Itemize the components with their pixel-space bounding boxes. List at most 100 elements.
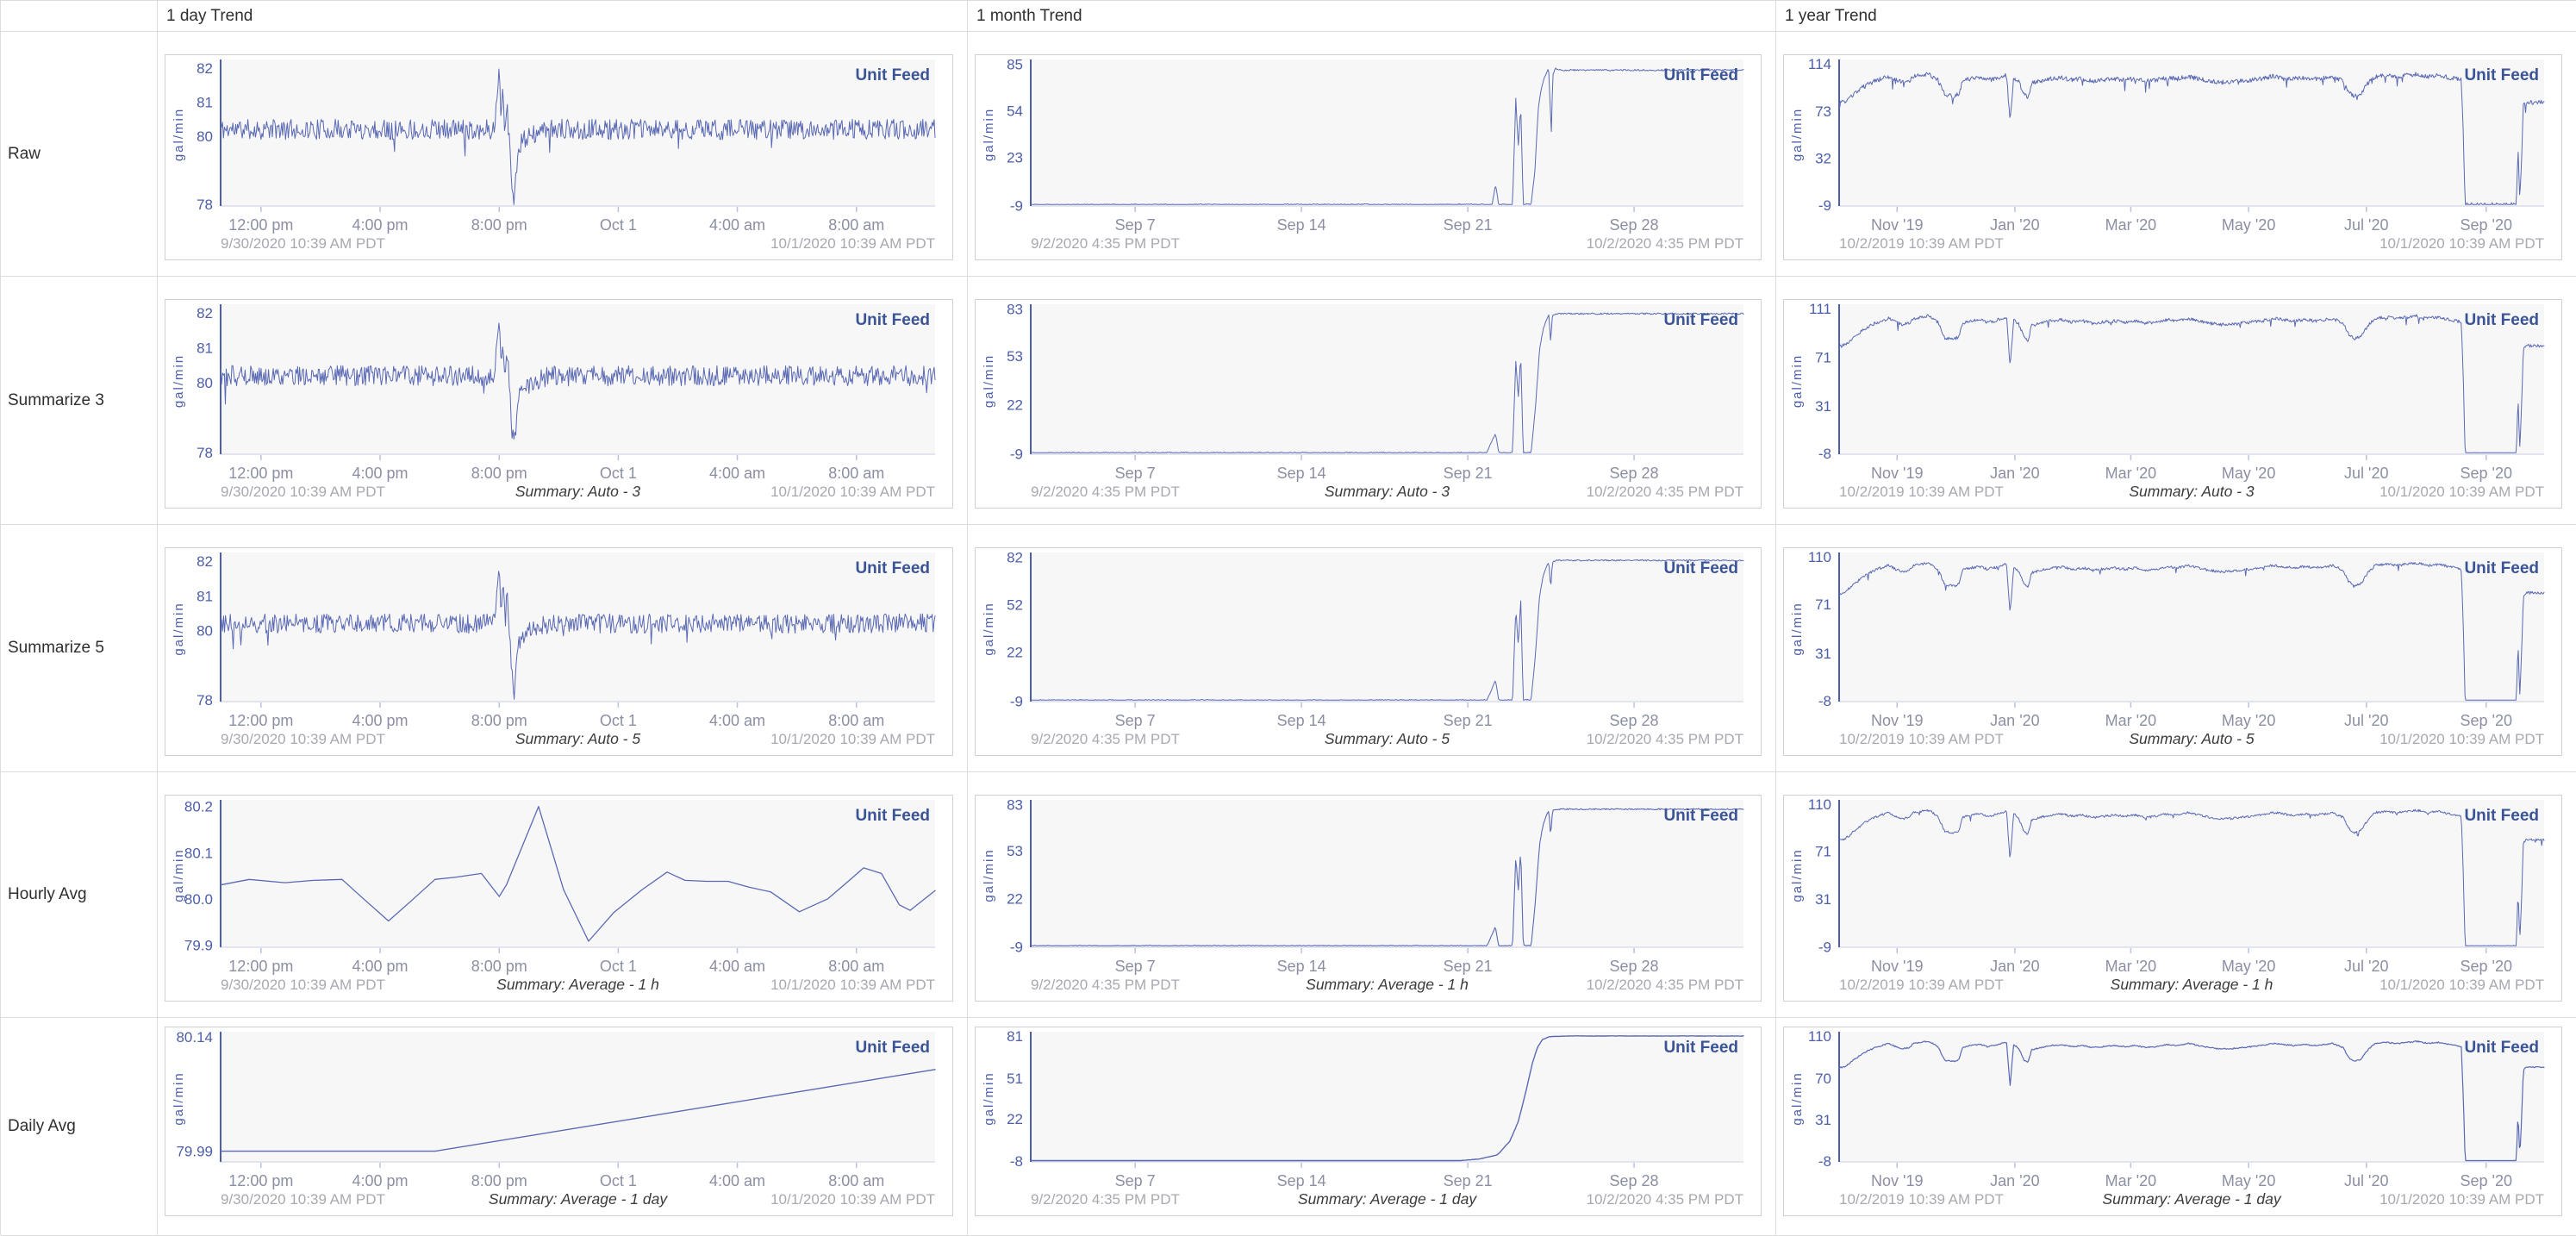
x-tick-label: Oct 1	[600, 712, 637, 729]
trend-cell-raw-1-day-trend: 12:00 pm 4:00 pm 8:00 pm Oct 1 4:00 am 8:00 a…	[158, 32, 968, 277]
y-tick-label: 31	[1815, 646, 1831, 662]
trend-chart-card-summarize-3-1-year-trend[interactable]: Nov '19 Jan '20 Mar '20 May '20 Jul '20 Sep '…	[1783, 299, 2562, 509]
y-tick-label: -8	[1818, 1153, 1831, 1170]
footer-summary: Summary: Average - 1 day	[2102, 1190, 2281, 1208]
x-tick-label: 4:00 am	[709, 216, 765, 234]
x-tick-label: Sep 14	[1277, 1172, 1326, 1189]
trend-chart-card-daily-avg-1-day-trend[interactable]: 12:00 pm 4:00 pm 8:00 pm Oct 1 4:00 am 8:00 a…	[165, 1027, 953, 1216]
y-tick-label: 71	[1815, 596, 1831, 613]
trend-cell-summarize-3-1-day-trend: 12:00 pm 4:00 pm 8:00 pm Oct 1 4:00 am 8:00 a…	[158, 277, 968, 525]
plot-background	[221, 800, 935, 947]
trend-chart-card-hourly-avg-1-month-trend[interactable]: Sep 7 Sep 14 Sep 21 Sep 28 83 53 22 -9 gal/min Un…	[975, 795, 1762, 1002]
trend-cell-summarize-5-1-month-trend: Sep 7 Sep 14 Sep 21 Sep 28 82 52 22 -9 gal/min Un…	[968, 525, 1776, 772]
row-label-summarize-5: Summarize 5	[1, 525, 158, 772]
trend-plot: Nov '19 Jan '20 Mar '20 May '20 Jul '20 Sep '…	[1790, 56, 2545, 252]
footer-end-time: 10/1/2020 10:39 AM PDT	[2380, 235, 2544, 252]
y-tick-label: -9	[1010, 197, 1023, 214]
x-tick-label: Oct 1	[600, 1172, 637, 1189]
y-tick-label: 31	[1815, 1112, 1831, 1128]
trend-chart-card-summarize-3-1-month-trend[interactable]: Sep 7 Sep 14 Sep 21 Sep 28 83 53 22 -9 gal/min Un…	[975, 299, 1762, 509]
x-tick-label: Sep 21	[1444, 712, 1493, 729]
y-tick-label: -9	[1010, 693, 1023, 709]
footer-end-time: 10/1/2020 10:39 AM PDT	[2380, 977, 2544, 993]
footer-start-time: 9/2/2020 4:35 PM PDT	[1031, 484, 1180, 500]
footer-end-time: 10/2/2020 4:35 PM PDT	[1587, 484, 1743, 500]
x-tick-label: Nov '19	[1871, 1172, 1923, 1189]
y-tick-label: 82	[196, 60, 213, 77]
trend-plot: 12:00 pm 4:00 pm 8:00 pm Oct 1 4:00 am 8:00 a…	[172, 1029, 936, 1208]
x-tick-label: Mar '20	[2105, 958, 2156, 975]
trend-cell-raw-1-year-trend: Nov '19 Jan '20 Mar '20 May '20 Jul '20 Sep '…	[1776, 32, 2576, 277]
x-tick-label: May '20	[2222, 1172, 2275, 1189]
footer-summary: Summary: Auto - 5	[515, 730, 640, 747]
x-tick-label: 8:00 pm	[471, 1172, 527, 1189]
footer-start-time: 9/30/2020 10:39 AM PDT	[221, 235, 385, 252]
x-tick-label: Sep 21	[1444, 465, 1493, 482]
trend-line	[1030, 1035, 1744, 1162]
plot-background	[221, 304, 935, 454]
y-axis-unit-label: gal/min	[982, 354, 996, 408]
trend-chart-card-summarize-5-1-month-trend[interactable]: Sep 7 Sep 14 Sep 21 Sep 28 82 52 22 -9 gal/min Un…	[975, 547, 1762, 756]
footer-end-time: 10/2/2020 4:35 PM PDT	[1587, 1191, 1743, 1208]
series-legend: Unit Feed	[2464, 1039, 2539, 1057]
footer-start-time: 9/30/2020 10:39 AM PDT	[221, 1191, 385, 1208]
x-tick-label: May '20	[2222, 712, 2275, 729]
x-tick-label: Sep 7	[1115, 958, 1156, 975]
y-axis-unit-label: gal/min	[172, 848, 186, 902]
trend-chart-card-daily-avg-1-month-trend[interactable]: Sep 7 Sep 14 Sep 21 Sep 28 81 51 22 -8 gal/min Un…	[975, 1027, 1762, 1216]
x-tick-label: Oct 1	[600, 958, 637, 975]
footer-summary: Summary: Auto - 3	[1325, 483, 1450, 500]
x-tick-label: Oct 1	[600, 216, 637, 234]
trend-chart-card-hourly-avg-1-year-trend[interactable]: Nov '19 Jan '20 Mar '20 May '20 Jul '20 Sep '…	[1783, 795, 2562, 1002]
footer-end-time: 10/1/2020 10:39 AM PDT	[2380, 731, 2544, 747]
trend-cell-hourly-avg-1-month-trend: Sep 7 Sep 14 Sep 21 Sep 28 83 53 22 -9 gal/min Un…	[968, 772, 1776, 1018]
trend-line	[220, 322, 936, 440]
footer-summary: Summary: Auto - 3	[515, 483, 640, 500]
trend-line	[1838, 808, 2545, 946]
x-tick-label: 8:00 pm	[471, 216, 527, 234]
footer-end-time: 10/1/2020 10:39 AM PDT	[2380, 1191, 2544, 1208]
x-tick-label: Sep '20	[2461, 712, 2513, 729]
y-tick-label: 71	[1815, 843, 1831, 859]
trend-line	[1838, 72, 2545, 205]
x-tick-label: 4:00 pm	[352, 465, 409, 482]
y-tick-label: -8	[1818, 693, 1831, 709]
trend-chart-card-summarize-5-1-day-trend[interactable]: 12:00 pm 4:00 pm 8:00 pm Oct 1 4:00 am 8:00 a…	[165, 547, 953, 756]
y-tick-label: 85	[1007, 56, 1023, 72]
x-tick-label: Sep 14	[1277, 712, 1326, 729]
row-label: Hourly Avg	[8, 885, 87, 903]
row-label-summarize-3: Summarize 3	[1, 277, 158, 525]
row-label: Summarize 3	[8, 390, 104, 409]
trend-line	[1838, 314, 2545, 453]
trend-line	[1838, 1040, 2545, 1162]
y-axis-unit-label: gal/min	[172, 108, 186, 161]
x-tick-label: Jul '20	[2344, 712, 2388, 729]
footer-end-time: 10/1/2020 10:39 AM PDT	[770, 731, 935, 747]
x-tick-label: Mar '20	[2105, 1172, 2156, 1189]
trend-chart-card-raw-1-year-trend[interactable]: Nov '19 Jan '20 Mar '20 May '20 Jul '20 Sep '…	[1783, 54, 2562, 260]
y-axis-unit-label: gal/min	[1790, 354, 1805, 408]
trend-plot: Nov '19 Jan '20 Mar '20 May '20 Jul '20 Sep '…	[1790, 301, 2545, 500]
y-tick-label: 53	[1007, 843, 1023, 859]
footer-end-time: 10/2/2020 4:35 PM PDT	[1587, 235, 1743, 252]
x-tick-label: Jan '20	[1990, 712, 2039, 729]
footer-end-time: 10/2/2020 4:35 PM PDT	[1587, 977, 1743, 993]
column-header-label: 1 month Trend	[976, 6, 1082, 25]
y-tick-label: 82	[196, 305, 213, 321]
y-tick-label: 70	[1815, 1071, 1831, 1087]
trend-chart-card-raw-1-day-trend[interactable]: 12:00 pm 4:00 pm 8:00 pm Oct 1 4:00 am 8:00 a…	[165, 54, 953, 260]
y-tick-label: 81	[1007, 1028, 1023, 1045]
x-tick-label: May '20	[2222, 216, 2275, 234]
trend-cell-summarize-3-1-year-trend: Nov '19 Jan '20 Mar '20 May '20 Jul '20 Sep '…	[1776, 277, 2576, 525]
x-tick-label: Sep 7	[1115, 216, 1156, 234]
trend-chart-card-hourly-avg-1-day-trend[interactable]: 12:00 pm 4:00 pm 8:00 pm Oct 1 4:00 am 8:00 a…	[165, 795, 953, 1002]
trend-chart-card-raw-1-month-trend[interactable]: Sep 7 Sep 14 Sep 21 Sep 28 85 54 23 -9 gal/min Un…	[975, 54, 1762, 260]
x-tick-label: 8:00 am	[828, 958, 884, 975]
trend-cell-summarize-5-1-year-trend: Nov '19 Jan '20 Mar '20 May '20 Jul '20 Sep '…	[1776, 525, 2576, 772]
y-tick-label: 80.1	[184, 845, 213, 861]
trend-chart-card-summarize-5-1-year-trend[interactable]: Nov '19 Jan '20 Mar '20 May '20 Jul '20 Sep '…	[1783, 547, 2562, 756]
x-tick-label: Sep '20	[2461, 465, 2513, 482]
trend-chart-card-daily-avg-1-year-trend[interactable]: Nov '19 Jan '20 Mar '20 May '20 Jul '20 Sep '…	[1783, 1027, 2562, 1216]
trend-chart-card-summarize-3-1-day-trend[interactable]: 12:00 pm 4:00 pm 8:00 pm Oct 1 4:00 am 8:00 a…	[165, 299, 953, 509]
y-tick-label: 80	[196, 375, 213, 391]
